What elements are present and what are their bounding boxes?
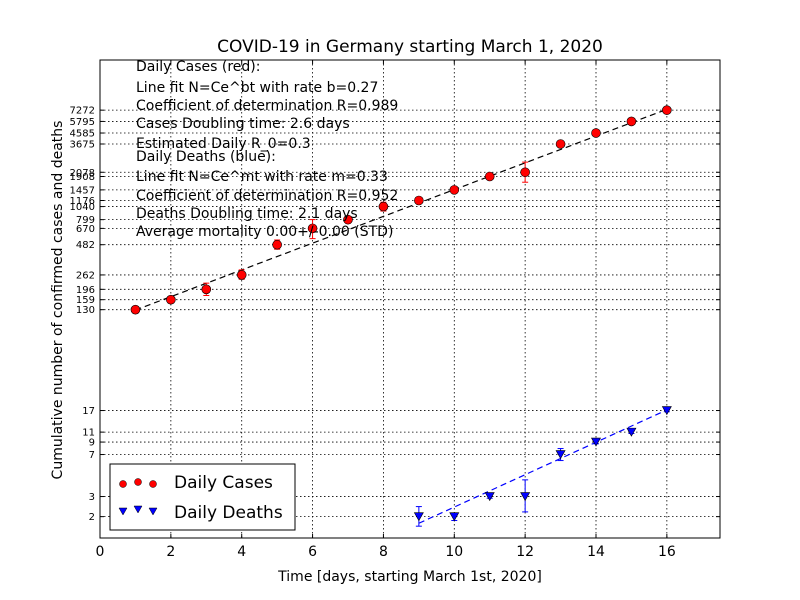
y-tick-label: 3675 <box>70 139 95 150</box>
y-axis-label: Cumulative number of confirmed cases and… <box>50 121 66 480</box>
grid-layer <box>99 60 720 538</box>
cases-fit-line <box>135 107 671 311</box>
y-tick-label: 1176 <box>70 196 95 207</box>
y-tick-label: 11 <box>82 428 95 439</box>
annotation-line: Average mortality 0.00+/-0.00 (STD) <box>136 224 393 240</box>
chart-title: COVID-19 in Germany starting March 1, 20… <box>217 37 603 57</box>
fit-lines-layer <box>135 107 671 524</box>
x-tick-label: 12 <box>516 544 534 560</box>
cases-data-point <box>591 128 601 138</box>
cases-data-point <box>236 270 247 280</box>
y-tick-label: 4585 <box>70 129 95 140</box>
annotation-line: Daily Deaths (blue): <box>136 149 276 165</box>
y-tick-label: 130 <box>76 305 95 316</box>
cases-data-point <box>201 284 212 295</box>
plot-frame <box>99 59 721 539</box>
ticks-layer: 0 2 4 6 8 10 12 14 16237911171301591962624826707… <box>70 60 720 560</box>
cases-data-point <box>662 105 672 115</box>
annotations-layer: Daily Cases (red): Line fit N=Ce^bt with … <box>136 59 398 240</box>
y-tick-label: 1040 <box>70 202 95 213</box>
deaths-data-point <box>449 512 460 522</box>
y-tick-label: 1908 <box>70 172 95 183</box>
y-tick-label: 196 <box>76 285 95 296</box>
cases-data-point <box>378 201 389 212</box>
y-tick-label: 482 <box>76 240 95 251</box>
annotation-line: Cases Doubling time: 2.6 days <box>136 116 350 132</box>
annotation-line: Estimated Daily R_0=0.3 <box>136 136 311 152</box>
legend: Daily Cases Daily Deaths <box>109 463 296 531</box>
cases-data-point <box>307 223 318 234</box>
legend-cases-marker <box>119 480 127 488</box>
annotation-line: Line fit N=Ce^bt with rate b=0.27 <box>136 80 378 96</box>
cases-data-point <box>166 294 176 305</box>
cases-data-point <box>449 185 460 195</box>
x-tick-label: 6 <box>308 544 317 560</box>
deaths-data-point <box>520 492 531 502</box>
annotation-line: Daily Cases (red): <box>136 59 260 75</box>
cases-data-point <box>343 214 353 225</box>
legend-deaths-marker <box>133 505 143 514</box>
cases-data-point <box>272 239 282 250</box>
y-tick-label: 2078 <box>70 168 95 179</box>
y-tick-label: 159 <box>76 295 95 306</box>
legend-deaths-marker <box>148 507 158 516</box>
y-tick-label: 7272 <box>70 106 95 117</box>
deaths-data-point <box>661 406 672 416</box>
y-tick-label: 9 <box>89 438 95 449</box>
cases-data-point <box>555 139 566 149</box>
y-tick-label: 17 <box>82 406 95 417</box>
markers-layer <box>130 105 672 522</box>
y-tick-label: 262 <box>76 270 95 281</box>
deaths-data-point <box>590 437 602 447</box>
y-tick-label: 7 <box>89 450 95 461</box>
x-axis-label: Time [days, starting March 1st, 2020] <box>277 569 542 585</box>
y-tick-label: 5795 <box>70 117 95 128</box>
legend-deaths-marker <box>118 507 128 516</box>
legend-box <box>109 463 296 531</box>
cases-data-point <box>414 195 424 206</box>
deaths-fit-line <box>418 407 671 524</box>
annotation-line: Deaths Doubling time: 2.1 days <box>136 206 358 222</box>
legend-deaths-label: Daily Deaths <box>174 503 283 523</box>
y-tick-label: 2 <box>89 512 95 523</box>
x-tick-label: 0 <box>96 544 105 560</box>
x-tick-label: 4 <box>237 544 246 560</box>
x-tick-label: 8 <box>379 544 388 560</box>
annotation-line: Line fit N=Ce^mt with rate m=0.33 <box>136 169 388 185</box>
annotation-line: Coefficient of determination R=0.952 <box>136 188 398 204</box>
legend-cases-label: Daily Cases <box>174 473 273 493</box>
annotation-line: Coefficient of determination R=0.989 <box>136 98 398 114</box>
x-tick-label: 16 <box>658 544 676 560</box>
deaths-data-point <box>484 492 495 502</box>
x-tick-label: 10 <box>445 544 463 560</box>
deaths-data-point <box>555 450 566 460</box>
legend-cases-marker <box>134 478 142 486</box>
x-tick-label: 14 <box>587 544 605 560</box>
y-tick-label: 670 <box>76 224 95 235</box>
x-tick-label: 2 <box>166 544 175 560</box>
cases-data-point <box>130 304 141 315</box>
deaths-data-point <box>626 427 637 437</box>
y-tick-label: 3 <box>89 492 95 503</box>
cases-data-point <box>520 167 530 178</box>
cases-data-point <box>484 171 495 182</box>
deaths-data-point <box>413 512 424 522</box>
cases-data-point <box>626 116 637 127</box>
y-tick-label: 1457 <box>70 185 95 196</box>
legend-cases-marker <box>149 480 157 488</box>
y-tick-label: 799 <box>76 215 95 226</box>
